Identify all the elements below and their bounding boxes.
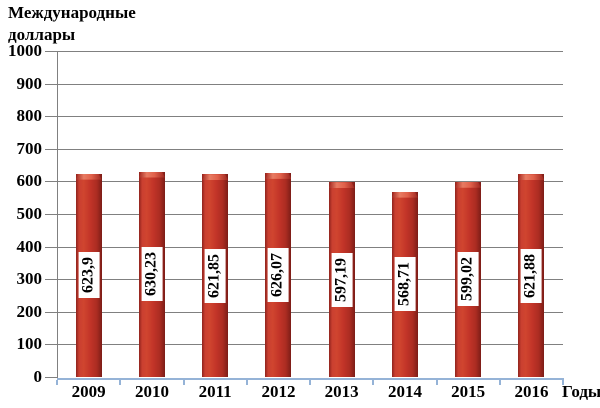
y-axis-label: 500: [16, 204, 43, 223]
y-axis-tick: [45, 116, 57, 118]
x-axis-line: [57, 378, 564, 380]
x-axis-tick: [119, 380, 122, 385]
gridline: [57, 51, 563, 52]
x-axis-tick: [56, 380, 58, 385]
bar-value-label: 621,85: [204, 248, 226, 303]
x-axis-tick: [372, 380, 375, 385]
y-axis-label: 600: [16, 171, 43, 191]
bar-value-label: 599,02: [457, 252, 479, 307]
y-axis-tick: [45, 377, 57, 378]
bar-value-label: 630,23: [141, 247, 163, 302]
x-axis-tick: [245, 380, 248, 385]
category-label: 2009: [71, 382, 106, 401]
x-axis-tick: [309, 380, 311, 385]
y-axis-label: 0: [33, 367, 43, 386]
y-axis-tick: [45, 83, 57, 85]
gridline: [57, 214, 563, 215]
category-label: 2010: [134, 382, 169, 401]
y-axis-label: 900: [16, 73, 43, 93]
gridline: [57, 148, 563, 150]
category-label: 2014: [387, 382, 422, 401]
y-axis-label: 800: [16, 106, 43, 126]
y-axis-tick: [45, 148, 57, 150]
category-label: 2016: [514, 382, 549, 401]
y-axis-label: 100: [16, 334, 43, 354]
x-axis-tick: [435, 380, 438, 385]
y-axis-tick: [45, 51, 57, 52]
x-axis-tick: [182, 380, 185, 385]
gridline: [57, 279, 563, 281]
gridline: [57, 246, 563, 248]
y-axis-title-line2: доллары: [8, 25, 76, 44]
y-axis-line: [57, 51, 58, 378]
bar-value-label: 621,88: [520, 248, 542, 303]
gridline: [57, 181, 563, 183]
x-axis-tick: [498, 380, 501, 385]
y-axis-label: 1000: [8, 41, 42, 60]
gridline: [57, 344, 563, 346]
bar-value-label: 568,71: [394, 257, 416, 312]
bar-value-label: 626,07: [267, 248, 289, 302]
bar-value-label: 623,9: [78, 252, 99, 299]
y-axis-tick: [45, 311, 57, 313]
y-axis-label: 400: [16, 236, 43, 256]
category-label: 2015: [451, 382, 486, 401]
gridline: [57, 83, 563, 85]
y-axis-title: Международные доллары: [8, 2, 136, 46]
y-axis-tick: [45, 344, 57, 346]
y-axis-label: 700: [16, 138, 43, 158]
gridline: [57, 311, 563, 313]
y-axis-tick: [45, 214, 57, 215]
category-label: 2012: [261, 382, 296, 401]
y-axis-label: 300: [16, 269, 43, 289]
y-axis-title-line1: Международные: [8, 3, 136, 22]
gridline: [57, 116, 563, 118]
y-axis-tick: [45, 181, 57, 183]
category-label: 2013: [324, 382, 359, 401]
y-axis-tick: [45, 279, 57, 281]
category-label: 2011: [198, 382, 232, 401]
y-axis-label: 200: [16, 301, 43, 321]
x-axis-title: Годы: [562, 382, 600, 401]
y-axis-tick: [45, 246, 57, 248]
bar-value-label: 597,19: [331, 252, 352, 307]
x-axis-tick: [562, 380, 564, 385]
